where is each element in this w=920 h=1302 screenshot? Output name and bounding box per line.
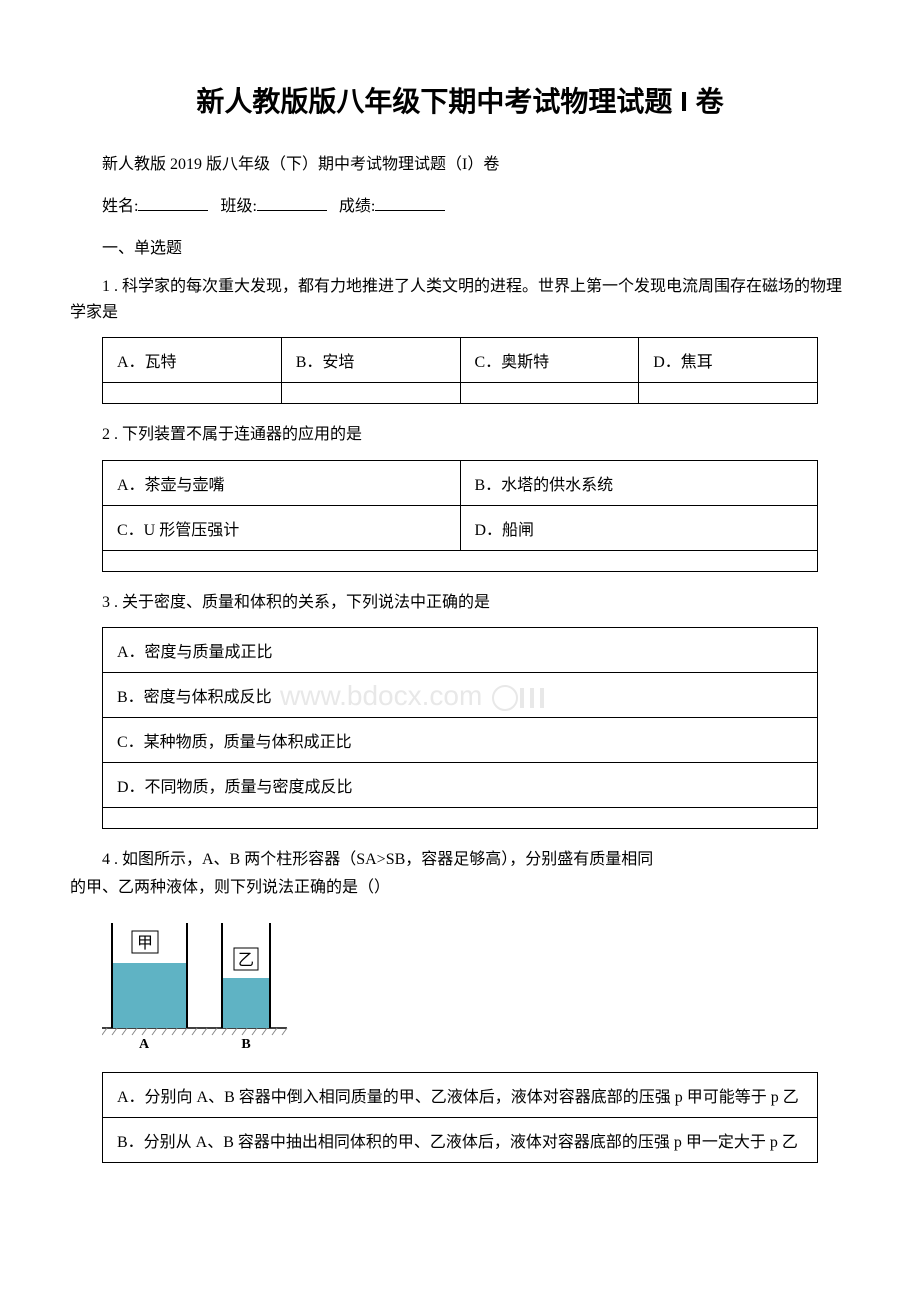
q3-option-c[interactable]: C．某种物质，质量与体积成正比	[103, 718, 818, 763]
liquid-b	[222, 978, 270, 1028]
question-3-options-table: A．密度与质量成正比 B．密度与体积成反比 C．某种物质，质量与体积成正比 D．…	[102, 627, 818, 829]
table-row: A．分别向 A、B 容器中倒入相同质量的甲、乙液体后，液体对容器底部的压强 p …	[103, 1072, 818, 1117]
q1-option-c[interactable]: C．奥斯特	[460, 338, 639, 383]
question-1-options-table: A．瓦特 B．安培 C．奥斯特 D．焦耳	[102, 337, 818, 404]
q3-blank	[103, 808, 818, 829]
q4-option-b[interactable]: B．分别从 A、B 容器中抽出相同体积的甲、乙液体后，液体对容器底部的压强 p …	[103, 1117, 818, 1162]
table-row: C．某种物质，质量与体积成正比	[103, 718, 818, 763]
table-row	[103, 550, 818, 571]
document-subtitle: 新人教版 2019 版八年级（下）期中考试物理试题（I）卷	[70, 150, 850, 174]
question-3-text: 3 . 关于密度、质量和体积的关系，下列说法中正确的是	[70, 590, 850, 616]
table-row: B．密度与体积成反比	[103, 673, 818, 718]
q2-option-b[interactable]: B．水塔的供水系统	[460, 460, 818, 505]
score-label: 成绩:	[339, 198, 375, 215]
q1-option-b[interactable]: B．安培	[281, 338, 460, 383]
table-row	[103, 808, 818, 829]
score-blank[interactable]	[375, 210, 445, 211]
section-1-header: 一、单选题	[70, 234, 850, 258]
q1-blank-a	[103, 383, 282, 404]
q3-option-b[interactable]: B．密度与体积成反比	[103, 673, 818, 718]
q2-option-c[interactable]: C．U 形管压强计	[103, 505, 461, 550]
table-row: A．瓦特 B．安培 C．奥斯特 D．焦耳	[103, 338, 818, 383]
question-2-text: 2 . 下列装置不属于连通器的应用的是	[70, 422, 850, 448]
q1-blank-c	[460, 383, 639, 404]
question-2-options-table: A．茶壶与壶嘴 B．水塔的供水系统 C．U 形管压强计 D．船闸	[102, 460, 818, 572]
q1-blank-d	[639, 383, 818, 404]
container-diagram: A B 甲 乙	[102, 913, 292, 1053]
q4-option-a[interactable]: A．分别向 A、B 容器中倒入相同质量的甲、乙液体后，液体对容器底部的压强 p …	[103, 1072, 818, 1117]
class-label: 班级:	[220, 198, 256, 215]
q2-option-d[interactable]: D．船闸	[460, 505, 818, 550]
label-yi: 乙	[238, 952, 254, 969]
question-4-text-2: 的甲、乙两种液体，则下列说法正确的是（）	[70, 875, 850, 901]
question-4-figure: A B 甲 乙	[102, 913, 850, 1058]
question-4-text-1: 4 . 如图所示，A、B 两个柱形容器（SA>SB，容器足够高），分别盛有质量相…	[70, 847, 850, 873]
class-blank[interactable]	[257, 210, 327, 211]
table-row: A．茶壶与壶嘴 B．水塔的供水系统	[103, 460, 818, 505]
label-jia: 甲	[137, 935, 153, 952]
q2-blank	[103, 550, 818, 571]
question-4-options-table: A．分别向 A、B 容器中倒入相同质量的甲、乙液体后，液体对容器底部的压强 p …	[102, 1072, 818, 1163]
student-info-row: 姓名: 班级: 成绩:	[70, 192, 850, 216]
q3-option-d[interactable]: D．不同物质，质量与密度成反比	[103, 763, 818, 808]
q1-option-d[interactable]: D．焦耳	[639, 338, 818, 383]
question-1-text: 1 . 科学家的每次重大发现，都有力地推进了人类文明的进程。世界上第一个发现电流…	[70, 274, 850, 325]
table-row: D．不同物质，质量与密度成反比	[103, 763, 818, 808]
label-a: A	[139, 1037, 150, 1052]
name-label: 姓名:	[102, 198, 138, 215]
table-row: A．密度与质量成正比	[103, 628, 818, 673]
table-row: B．分别从 A、B 容器中抽出相同体积的甲、乙液体后，液体对容器底部的压强 p …	[103, 1117, 818, 1162]
name-blank[interactable]	[138, 210, 208, 211]
q1-option-a[interactable]: A．瓦特	[103, 338, 282, 383]
liquid-a	[112, 963, 187, 1028]
table-row	[103, 383, 818, 404]
q3-option-a[interactable]: A．密度与质量成正比	[103, 628, 818, 673]
q2-option-a[interactable]: A．茶壶与壶嘴	[103, 460, 461, 505]
document-title: 新人教版版八年级下期中考试物理试题 I 卷	[70, 80, 850, 120]
q1-blank-b	[281, 383, 460, 404]
table-row: C．U 形管压强计 D．船闸	[103, 505, 818, 550]
label-b: B	[241, 1037, 250, 1052]
